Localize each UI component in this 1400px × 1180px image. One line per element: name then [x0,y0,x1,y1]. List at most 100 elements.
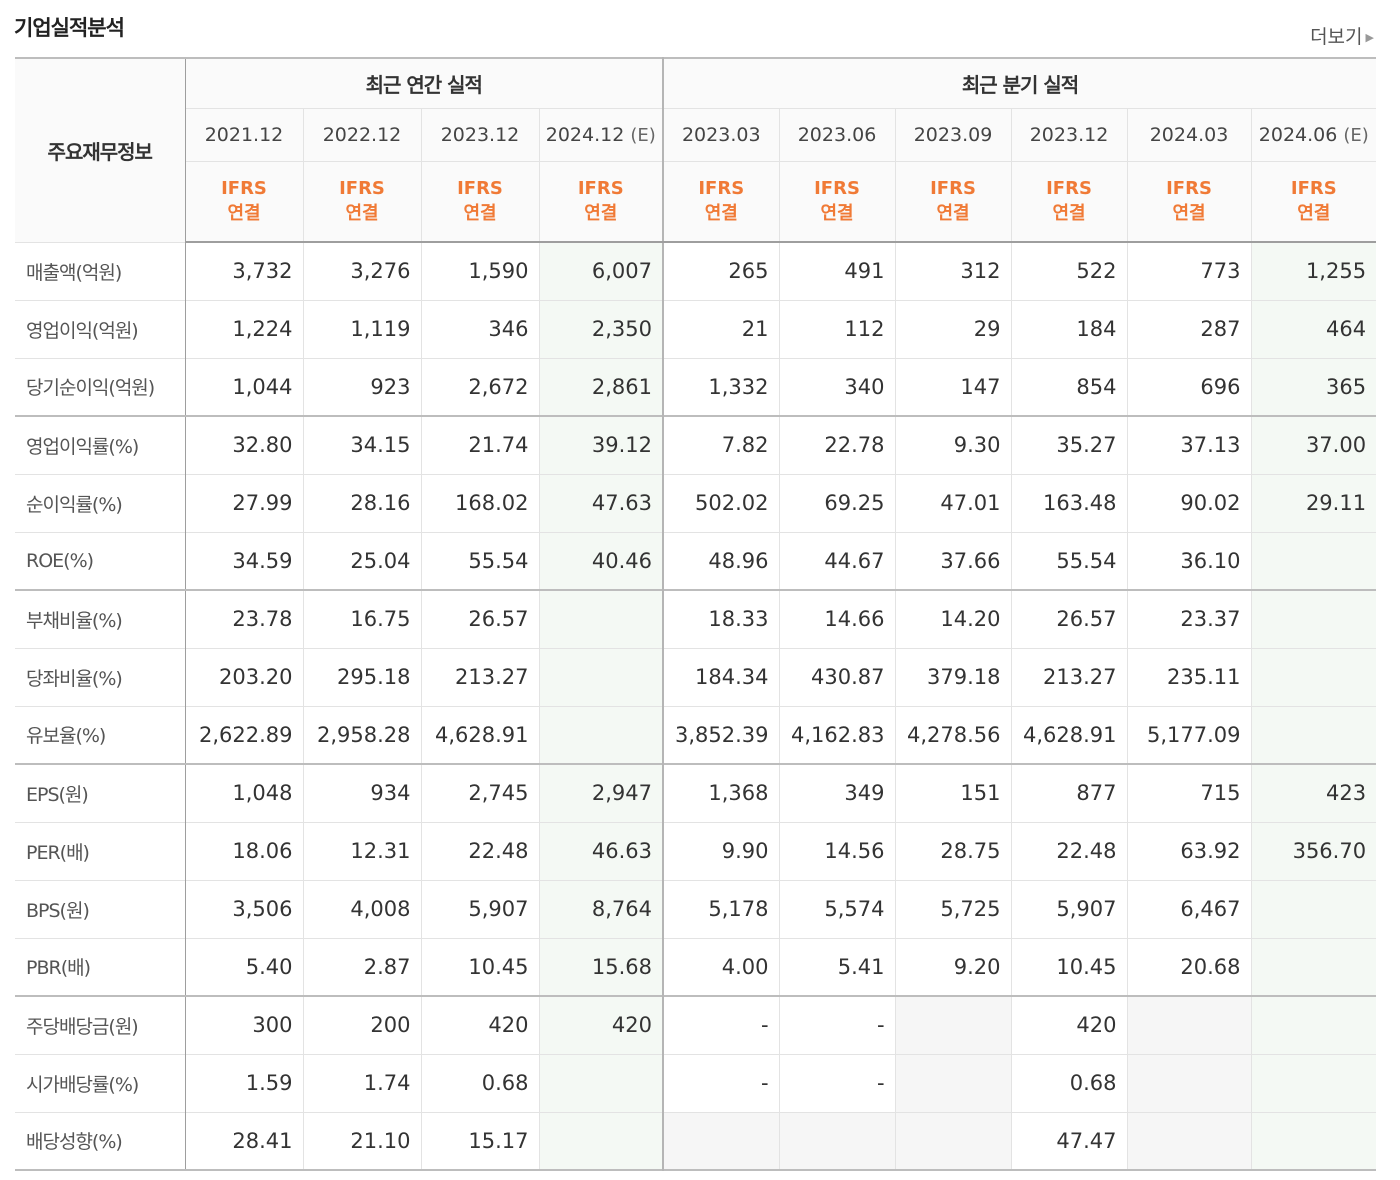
table-row: 당기순이익(억원) 1,044 923 2,672 2,861 1,332 340 147 85… [15,357,1377,416]
ifrs-label: IFRS [457,178,503,200]
ifrs-label: IFRS [1290,178,1337,200]
value-cell: 420 [1010,995,1128,1054]
value-cell: 1,332 [662,357,780,416]
period-header: 2023.09 [894,107,1012,161]
value-cell: 2,672 [420,357,539,416]
value-cell: 26.57 [420,589,539,648]
row-label: 배당성향(%) [15,1111,186,1170]
period-label: 2022.12 [322,123,402,146]
value-cell: - [662,1053,780,1112]
value-cell: 312 [894,241,1012,300]
value-cell: 23.78 [184,589,303,648]
value-cell [1250,1053,1377,1112]
value-cell: 696 [1126,357,1252,416]
value-cell: 4.00 [662,937,780,996]
value-cell: 0.68 [420,1053,539,1112]
table-row: 영업이익률(%) 32.80 34.15 21.74 39.12 7.82 22.78 9.3… [15,415,1377,474]
period-label: 2023.12 [440,123,520,146]
table-row: 주당배당금(원) 300 200 420 420- -420 [15,995,1377,1054]
ifrs-label: IFRS [577,178,624,200]
value-cell: 9.30 [894,415,1012,474]
period-label: 2024.12 [545,123,625,146]
consolidated-label: 연결 [227,203,261,225]
ifrs-label: IFRS [339,178,385,200]
value-cell: 7.82 [662,415,780,474]
header-group-row: 주요재무정보 최근 연간 실적 최근 분기 실적 [15,58,1377,242]
value-cell: 1.74 [302,1053,421,1112]
value-cell: 1,255 [1250,241,1377,300]
value-cell: 8,764 [538,879,665,938]
financial-summary-table: 주요재무정보 최근 연간 실적 최근 분기 실적 2021.12 2022.12 2023… [15,57,1377,1171]
accounting-standard: IFRS 연결 [778,160,896,243]
value-cell: 69.25 [778,473,896,532]
value-cell: 877 [1010,763,1128,822]
value-cell: 4,628.91 [420,705,539,764]
value-cell [538,589,665,648]
value-cell: - [662,995,780,1054]
value-cell: 2,622.89 [184,705,303,764]
value-cell: 3,506 [184,879,303,938]
value-cell: 522 [1010,241,1128,300]
value-cell: 34.59 [184,531,303,590]
value-cell: - [778,1053,896,1112]
value-cell: 28.75 [894,821,1012,880]
caret-right-icon: ▶ [1365,31,1374,44]
value-cell: 1.59 [184,1053,303,1112]
table-row: 순이익률(%) 27.99 28.16 168.02 47.63 502.02 69.25 4… [15,473,1377,532]
value-cell [538,1111,665,1170]
value-cell: 18.06 [184,821,303,880]
consolidated-label: 연결 [584,203,618,225]
value-cell: 184.34 [662,647,780,706]
value-cell: 2,745 [420,763,539,822]
value-cell: 5,178 [662,879,780,938]
value-cell: 40.46 [538,531,665,590]
value-cell: 0.68 [1010,1053,1128,1112]
value-cell: 379.18 [894,647,1012,706]
period-header: 2023.12 [420,107,539,161]
value-cell: 168.02 [420,473,539,532]
value-cell: 37.13 [1126,415,1252,474]
value-cell: 3,732 [184,241,303,300]
value-cell: 39.12 [538,415,665,474]
value-cell [662,1111,780,1170]
estimate-tag: (E) [630,124,656,146]
period-label: 2023.12 [1029,123,1109,146]
value-cell [1250,995,1377,1054]
period-label: 2024.06 [1258,123,1338,146]
value-cell: 287 [1126,299,1252,358]
period-header: 2023.06 [778,107,896,161]
ifrs-label: IFRS [814,178,860,200]
period-header: 2024.12 (E) [538,107,665,161]
value-cell: - [778,995,896,1054]
value-cell: 112 [778,299,896,358]
table-row: BPS(원) 3,506 4,008 5,907 8,764 5,178 5,574 5,72… [15,879,1377,938]
corner-label: 주요재무정보 [15,58,186,242]
row-label: BPS(원) [15,879,186,938]
value-cell: 300 [184,995,303,1054]
value-cell: 2,958.28 [302,705,421,764]
value-cell: 37.00 [1250,415,1377,474]
consolidated-label: 연결 [1052,203,1086,225]
value-cell: 34.15 [302,415,421,474]
value-cell: 1,590 [420,241,539,300]
value-cell: 63.92 [1126,821,1252,880]
value-cell: 2,350 [538,299,665,358]
value-cell: 5,907 [420,879,539,938]
value-cell: 265 [662,241,780,300]
value-cell [894,995,1012,1054]
ifrs-label: IFRS [221,178,267,200]
value-cell: 36.10 [1126,531,1252,590]
table-row: 부채비율(%) 23.78 16.75 26.57 18.33 14.66 14.20 26.… [15,589,1377,648]
value-cell [1250,647,1377,706]
row-label: 매출액(억원) [15,241,186,300]
period-header: 2024.06 (E) [1250,107,1377,161]
value-cell [538,1053,665,1112]
value-cell: 5,725 [894,879,1012,938]
value-cell: 420 [420,995,539,1054]
value-cell: 18.33 [662,589,780,648]
value-cell: 29 [894,299,1012,358]
more-link[interactable]: 더보기 ▶ [1310,22,1374,49]
value-cell: 14.20 [894,589,1012,648]
estimate-tag: (E) [1343,124,1369,146]
value-cell: 15.68 [538,937,665,996]
